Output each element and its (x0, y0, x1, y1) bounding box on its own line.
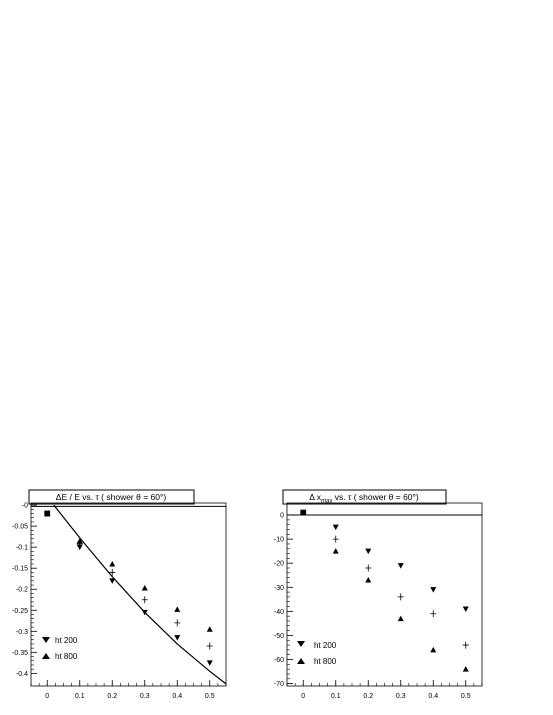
legend: ht 200 ht 800 (42, 636, 78, 661)
data-point-triangle-up (462, 666, 469, 672)
x-tick-label: 0.1 (75, 693, 85, 700)
y-tick-label: -0.05 (12, 524, 28, 531)
title-delta-x: Δ x (309, 492, 322, 502)
y-tick-label: -0 (22, 503, 28, 510)
data-point-cross (174, 619, 181, 627)
data-marks (44, 504, 227, 685)
data-point-triangle-up (430, 646, 437, 653)
legend-marker-ht800 (42, 653, 50, 659)
data-point-triangle-down (109, 578, 116, 584)
legend-marker-ht200 (42, 637, 50, 643)
data-point-triangle-down (206, 660, 213, 666)
y-tick-label: -40 (274, 609, 284, 616)
y-tick-label: -0.3 (16, 629, 28, 636)
data-point-cross (332, 535, 339, 543)
chart-title: ΔE / E vs. τ ( shower θ = 60°) (56, 492, 167, 502)
data-point-square (300, 509, 307, 516)
data-point-cross (109, 568, 116, 576)
legend-marker-ht200 (297, 641, 305, 647)
y-tick-label: -10 (274, 537, 284, 544)
x-axis: 0 0.1 0.2 0.3 0.4 0.5 (286, 680, 483, 700)
data-point-triangle-up (397, 615, 404, 622)
x-tick-label: 0.3 (396, 693, 406, 700)
y-tick-label: -0.25 (12, 608, 28, 615)
chart-title-box (28, 489, 195, 505)
data-point-square (44, 510, 51, 517)
data-point-triangle-down (332, 524, 339, 531)
data-point-cross (397, 593, 404, 601)
data-point-triangle-down (76, 544, 83, 551)
xmax-deviation-chart: Δ xmax vs. τ ( shower θ = 60°) 0 -10 -20 -3… (274, 489, 483, 700)
legend-label-ht200: ht 200 (55, 636, 78, 645)
data-point-cross (206, 642, 213, 650)
y-tick-label: -0.15 (12, 566, 28, 573)
x-tick-label: 0.1 (331, 693, 341, 700)
data-point-triangle-down (430, 587, 437, 593)
data-point-triangle-down (174, 635, 181, 641)
y-axis: 0 -10 -20 -30 -40 -50 -60 -70 (274, 513, 293, 688)
data-point-triangle-up (141, 584, 148, 591)
energy-deviation-chart: ΔE / E vs. τ ( shower θ = 60°) -0-0.05-0… (12, 489, 227, 700)
data-point-cross (430, 610, 437, 618)
y-tick-label: -70 (274, 681, 284, 688)
data-point-cross (76, 540, 83, 548)
y-tick-label: -30 (274, 585, 284, 592)
y-tick-label: -50 (274, 633, 284, 640)
x-tick-label: 0 (301, 693, 305, 700)
y-axis: -0 -0.05 -0.1 -0.15 -0.2 -0.25 -0.3 -0.35 -0.4 (12, 503, 37, 678)
x-tick-label: 0.2 (363, 693, 373, 700)
data-point-triangle-down (365, 548, 372, 555)
x-axis: 0 0.1 0.2 0.3 0.4 0.5 (30, 680, 227, 700)
x-tick-label: 0.2 (107, 693, 117, 700)
y-tick-label: -60 (274, 657, 284, 664)
legend-label-ht800: ht 800 (314, 657, 337, 666)
data-point-triangle-up (174, 606, 181, 612)
x-tick-label: 0.5 (205, 693, 215, 700)
legend-marker-ht800 (297, 658, 305, 664)
x-tick-label: 0.5 (461, 693, 471, 700)
data-point-triangle-up (332, 548, 339, 554)
legend-label-ht200: ht 200 (314, 641, 337, 650)
title-subscript-max: max (321, 499, 332, 505)
y-tick-label: -0.35 (12, 650, 28, 657)
y-tick-label: -20 (274, 561, 284, 568)
x-tick-label: 0.4 (428, 693, 438, 700)
x-tick-label: 0.4 (172, 693, 182, 700)
data-point-triangle-up (109, 561, 116, 567)
y-tick-label: 0 (280, 513, 284, 520)
data-point-triangle-down (397, 563, 404, 569)
y-tick-label: -0.1 (16, 545, 28, 552)
model-curve (53, 504, 227, 685)
legend: ht 200 ht 800 (297, 641, 337, 666)
data-point-triangle-down (462, 606, 469, 612)
data-marks (300, 509, 469, 672)
data-point-triangle-up (206, 626, 213, 632)
data-point-cross (365, 564, 372, 572)
chart-title-box (282, 489, 447, 505)
title-rest: vs. τ ( shower θ = 60°) (332, 492, 419, 502)
x-tick-label: 0 (45, 693, 49, 700)
chart-title: Δ xmax vs. τ ( shower θ = 60°) (309, 492, 419, 505)
data-point-cross (141, 596, 148, 604)
data-point-triangle-up (365, 577, 372, 583)
legend-label-ht800: ht 800 (55, 652, 78, 661)
x-tick-label: 0.3 (140, 693, 150, 700)
y-tick-label: -0.2 (16, 587, 28, 594)
data-point-cross (462, 641, 469, 649)
y-tick-label: -0.4 (16, 671, 28, 678)
